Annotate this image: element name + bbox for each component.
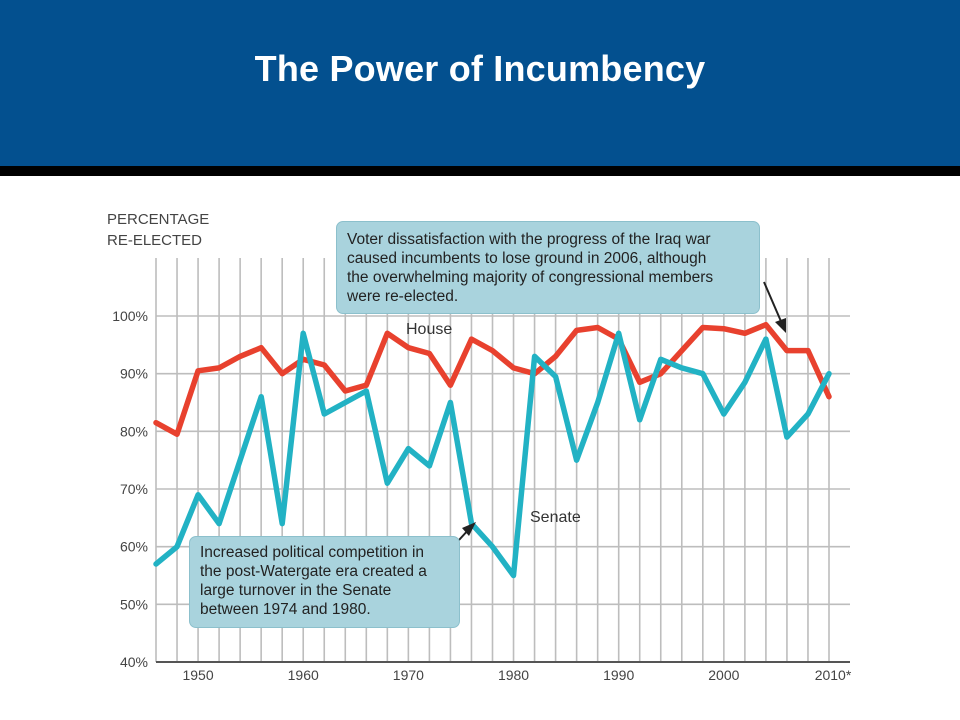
series-line-senate [153, 330, 832, 579]
chart-series [153, 321, 832, 579]
y-axis-label: PERCENTAGE RE-ELECTED [107, 211, 209, 249]
series-labels: House Senate [406, 321, 581, 526]
x-tick-label: 1960 [288, 667, 319, 683]
series-label-house: House [406, 321, 452, 338]
page-title: The Power of Incumbency [254, 48, 706, 89]
series-label-senate: Senate [530, 509, 581, 526]
callout-post-watergate-line: between 1974 and 1980. [200, 601, 371, 618]
callout-iraq-war-line: the overwhelming majority of congression… [347, 269, 714, 286]
y-tick-label: 90% [120, 366, 148, 382]
x-tick-label: 1980 [498, 667, 529, 683]
arrow-head-1978 [462, 522, 476, 536]
x-tick-label: 1950 [182, 667, 213, 683]
x-tick-label: 1990 [603, 667, 634, 683]
y-tick-label: 100% [112, 308, 148, 324]
callout-iraq-war-line: were re-elected. [347, 288, 459, 305]
x-tick-label: 1970 [393, 667, 424, 683]
y-tick-label: 70% [120, 481, 148, 497]
x-tick-label: 2010* [815, 667, 852, 683]
y-tick-label: 60% [120, 539, 148, 555]
y-tick-labels: 40% 50% 60% 70% 80% 90% 100% [112, 308, 148, 670]
callout-arrows [447, 281, 786, 553]
header-divider [0, 166, 960, 176]
callout-post-watergate-line: the post-Watergate era created a [200, 563, 427, 580]
callout-post-watergate-line: Increased political competition in [200, 544, 425, 561]
series-line-house [153, 321, 832, 437]
y-tick-label: 40% [120, 654, 148, 670]
y-axis-label-line: RE-ELECTED [107, 232, 202, 249]
header-band [0, 0, 960, 166]
x-tick-labels: 1950 1960 1970 1980 1990 2000 2010* [182, 667, 851, 683]
callout-iraq-war: Voter dissatisfaction with the progress … [336, 221, 760, 314]
callout-post-watergate-line: large turnover in the Senate [200, 582, 392, 599]
callout-iraq-war-line: Voter dissatisfaction with the progress … [347, 231, 711, 248]
y-tick-label: 80% [120, 423, 148, 439]
callout-post-watergate: Increased political competition in the p… [189, 536, 460, 628]
y-tick-label: 50% [120, 596, 148, 612]
x-tick-label: 2000 [708, 667, 739, 683]
y-axis-label-line: PERCENTAGE [107, 211, 209, 228]
callout-iraq-war-line: caused incumbents to lose ground in 2006… [347, 250, 707, 267]
arrow-head-2006 [775, 318, 786, 333]
arrow-line-2006 [763, 281, 784, 327]
